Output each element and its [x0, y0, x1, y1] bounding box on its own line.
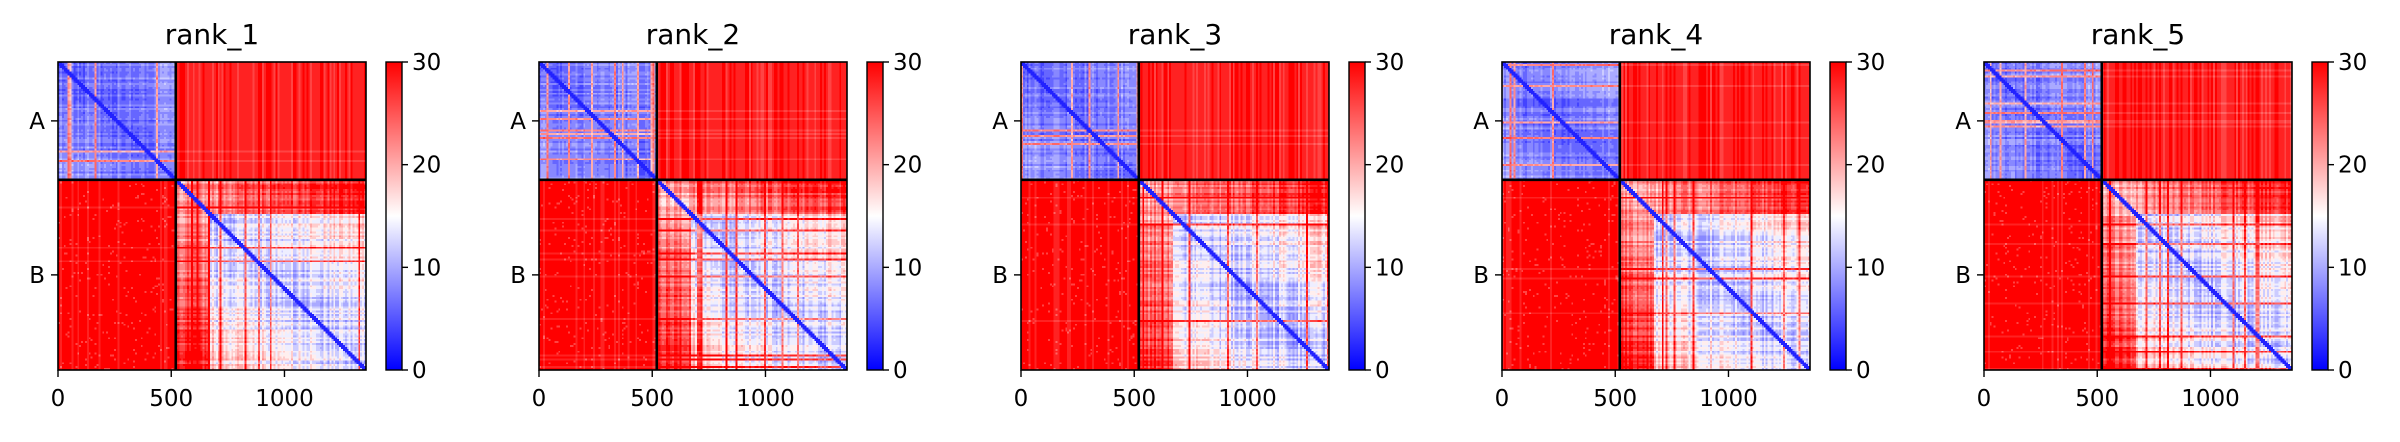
colorbar-tick-label: 0 [2338, 358, 2353, 384]
colorbar-tick-label: 20 [1375, 153, 1404, 179]
chain-label: A [1955, 109, 1971, 135]
colorbar-tick-label: 30 [2338, 50, 2367, 76]
chain-label: B [992, 263, 1008, 289]
panel-rank_4: rank_4 0 500 1000 A B 0 10 20 30 [1473, 18, 1885, 412]
heatmap-cells [58, 62, 366, 370]
x-tick-label: 0 [1495, 386, 1510, 412]
colorbar-tick-label: 10 [1856, 255, 1885, 281]
colorbar [1830, 62, 1846, 370]
chain-label: B [29, 263, 45, 289]
chain-label: A [992, 109, 1008, 135]
panel-title: rank_1 [165, 18, 259, 51]
x-tick-label: 500 [1112, 386, 1156, 412]
x-tick-label: 0 [532, 386, 547, 412]
x-tick-label: 1000 [736, 386, 795, 412]
colorbar-tick-label: 0 [412, 358, 427, 384]
colorbar-tick-label: 10 [412, 255, 441, 281]
panel-rank_5: rank_5 0 500 1000 A B 0 10 20 30 [1955, 18, 2367, 412]
heatmap-cells [539, 62, 847, 370]
chain-label: A [1473, 109, 1489, 135]
colorbar-tick-label: 30 [1375, 50, 1404, 76]
x-tick-label: 0 [1014, 386, 1029, 412]
panel-rank_2: rank_2 0 500 1000 A B 0 10 20 30 [510, 18, 922, 412]
colorbar-tick-label: 20 [2338, 153, 2367, 179]
colorbar [386, 62, 402, 370]
colorbar [2312, 62, 2328, 370]
x-tick-label: 1000 [1218, 386, 1277, 412]
panel-rank_1: rank_1 0 500 1000 A B 0 10 20 30 [29, 18, 441, 412]
panel-title: rank_3 [1128, 18, 1222, 51]
x-tick-label: 0 [51, 386, 66, 412]
heatmap-cells [1021, 62, 1329, 370]
x-tick-label: 500 [1593, 386, 1637, 412]
colorbar-tick-label: 30 [412, 50, 441, 76]
x-tick-label: 1000 [2181, 386, 2240, 412]
chain-label: B [510, 263, 526, 289]
colorbar-tick-label: 0 [893, 358, 908, 384]
panel-title: rank_4 [1609, 18, 1703, 51]
colorbar-tick-label: 30 [1856, 50, 1885, 76]
colorbar [1349, 62, 1365, 370]
x-tick-label: 500 [630, 386, 674, 412]
chain-label: B [1473, 263, 1489, 289]
chain-label: A [510, 109, 526, 135]
colorbar [867, 62, 883, 370]
heatmap-cells [1984, 62, 2292, 370]
colorbar-tick-label: 10 [1375, 255, 1404, 281]
colorbar-tick-label: 10 [893, 255, 922, 281]
colorbar-tick-label: 0 [1856, 358, 1871, 384]
colorbar-tick-label: 30 [893, 50, 922, 76]
x-tick-label: 1000 [255, 386, 314, 412]
x-tick-label: 1000 [1699, 386, 1758, 412]
colorbar-tick-label: 10 [2338, 255, 2367, 281]
x-tick-label: 500 [149, 386, 193, 412]
colorbar-tick-label: 20 [412, 153, 441, 179]
colorbar-tick-label: 20 [1856, 153, 1885, 179]
panel-rank_3: rank_3 0 500 1000 A B 0 10 20 30 [992, 18, 1404, 412]
x-tick-label: 0 [1977, 386, 1992, 412]
heatmap-cells [1502, 62, 1810, 370]
colorbar-tick-label: 20 [893, 153, 922, 179]
panel-title: rank_2 [646, 18, 740, 51]
colorbar-tick-label: 0 [1375, 358, 1390, 384]
panel-title: rank_5 [2091, 18, 2185, 51]
x-tick-label: 500 [2075, 386, 2119, 412]
chain-label: B [1955, 263, 1971, 289]
chain-label: A [29, 109, 45, 135]
